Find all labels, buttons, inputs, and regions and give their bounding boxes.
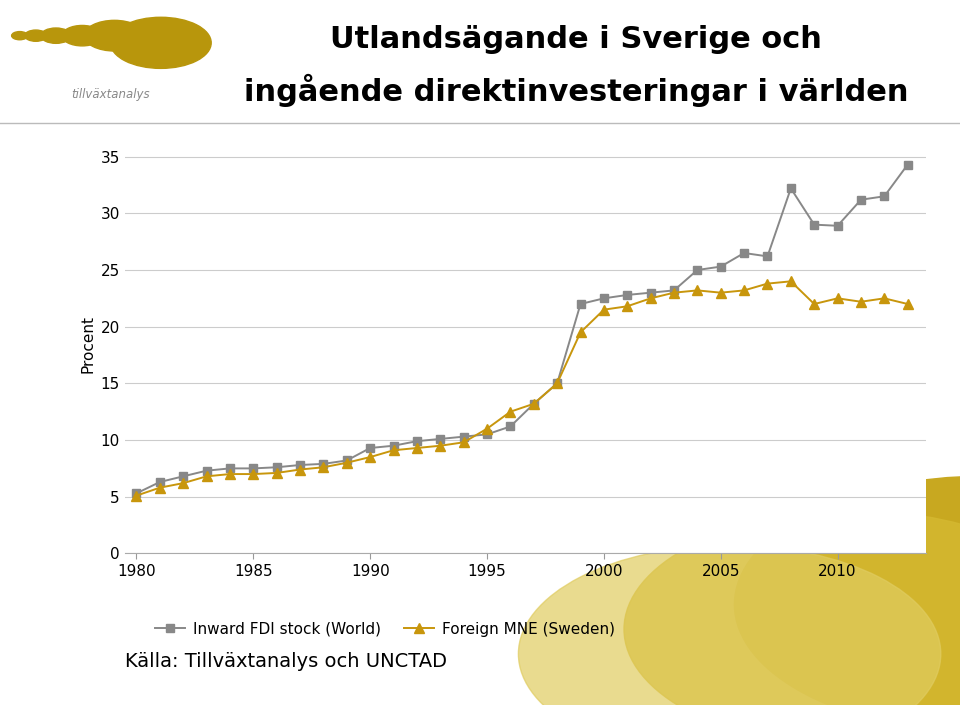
Text: Källa: Tillväxtanalys och UNCTAD: Källa: Tillväxtanalys och UNCTAD	[125, 652, 446, 671]
Circle shape	[624, 510, 960, 705]
Circle shape	[25, 30, 47, 42]
Circle shape	[62, 25, 103, 46]
Circle shape	[110, 17, 211, 68]
Text: ingående direktinvesteringar i världen: ingående direktinvesteringar i världen	[244, 74, 908, 107]
Text: Utlandsägande i Sverige och: Utlandsägande i Sverige och	[330, 25, 822, 54]
Circle shape	[518, 546, 941, 705]
Text: tillväxtanalys: tillväxtanalys	[71, 88, 150, 101]
Circle shape	[12, 32, 28, 39]
Circle shape	[84, 20, 145, 51]
Circle shape	[734, 477, 960, 705]
Legend: Inward FDI stock (World), Foreign MNE (Sweden): Inward FDI stock (World), Foreign MNE (S…	[149, 615, 621, 643]
Y-axis label: Procent: Procent	[80, 314, 95, 373]
Circle shape	[41, 28, 71, 43]
